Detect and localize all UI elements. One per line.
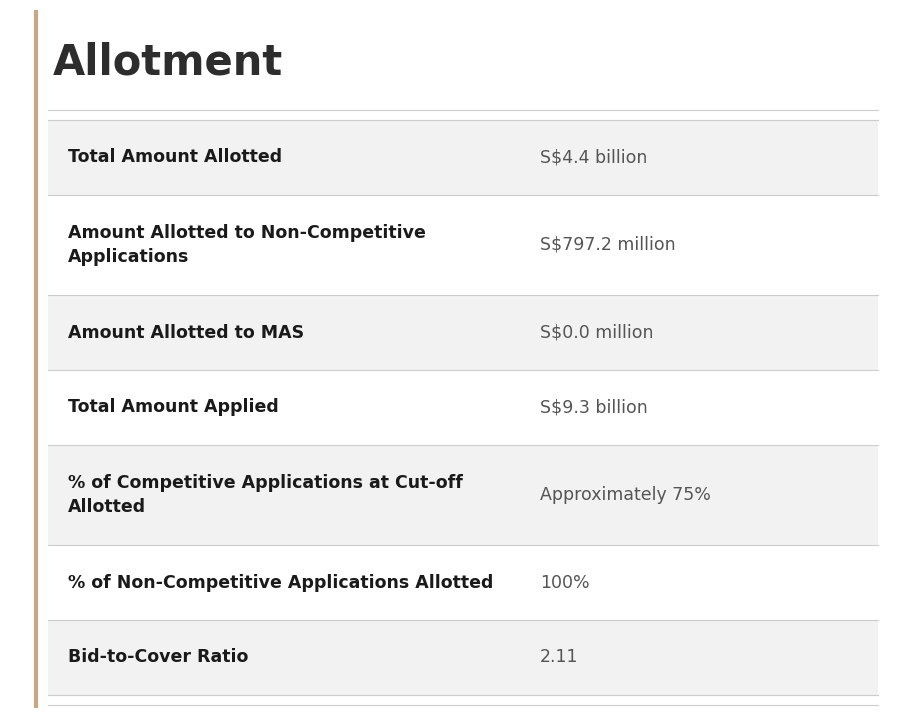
Text: Total Amount Applied: Total Amount Applied <box>68 398 279 416</box>
Bar <box>48 295 877 370</box>
Text: 2.11: 2.11 <box>539 648 578 666</box>
Text: Allotment: Allotment <box>53 42 283 83</box>
Text: Approximately 75%: Approximately 75% <box>539 486 710 504</box>
Bar <box>48 545 877 620</box>
Bar <box>48 120 877 195</box>
Bar <box>48 620 877 695</box>
Text: S$9.3 billion: S$9.3 billion <box>539 398 647 416</box>
Text: 100%: 100% <box>539 574 589 592</box>
Text: % of Competitive Applications at Cut-off
Allotted: % of Competitive Applications at Cut-off… <box>68 473 463 516</box>
Text: % of Non-Competitive Applications Allotted: % of Non-Competitive Applications Allott… <box>68 574 492 592</box>
Text: Amount Allotted to Non-Competitive
Applications: Amount Allotted to Non-Competitive Appli… <box>68 223 426 266</box>
Bar <box>48 370 877 445</box>
Text: Amount Allotted to MAS: Amount Allotted to MAS <box>68 324 304 342</box>
Bar <box>48 195 877 295</box>
Text: Total Amount Allotted: Total Amount Allotted <box>68 149 281 167</box>
Text: Bid-to-Cover Ratio: Bid-to-Cover Ratio <box>68 648 248 666</box>
Text: S$797.2 million: S$797.2 million <box>539 236 675 254</box>
Text: S$4.4 billion: S$4.4 billion <box>539 149 647 167</box>
Bar <box>48 445 877 545</box>
Text: S$0.0 million: S$0.0 million <box>539 324 653 342</box>
